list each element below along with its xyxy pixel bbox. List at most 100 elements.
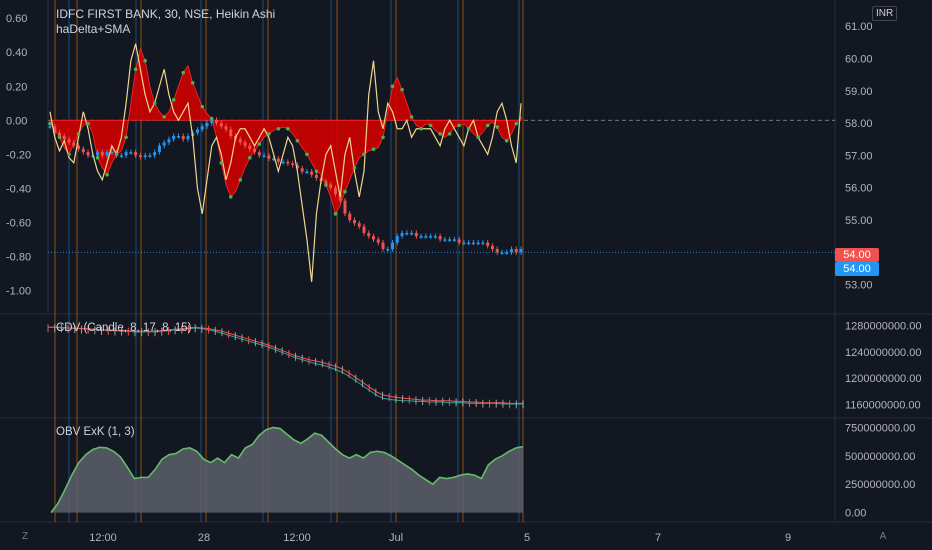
delta-marker [48,121,52,126]
delta-marker [95,155,100,160]
delta-marker [400,87,404,92]
delta-marker [504,138,509,143]
delta-marker [419,126,423,131]
price-axis-tick: 56.00 [845,183,873,195]
candle-body [514,249,518,253]
price-axis-tick: 60.00 [845,53,873,65]
candle-body [77,145,81,149]
session-separator [462,0,464,522]
candle-body [110,152,114,154]
candle-body [433,236,437,238]
delta-marker [67,152,71,157]
candle-body [348,213,352,220]
candle-body [291,163,295,166]
candle-body [462,242,466,245]
candle-body [324,181,328,185]
candle-body [215,119,219,124]
candle-body [257,152,261,156]
candle-body [186,136,190,140]
candle-body [505,252,509,254]
candle-body [267,155,271,159]
price-axis-tick: 58.00 [845,118,873,130]
candle-body [253,148,257,153]
delta-marker [438,132,442,136]
candle-body [457,239,461,243]
candle-body [476,242,480,245]
candle-body [495,249,499,253]
delta-axis-tick: -0.20 [6,149,31,161]
candle-body [490,245,494,250]
candle-body [295,165,299,169]
candle-body [119,155,123,157]
candle-body [200,126,204,130]
delta-marker [133,67,138,72]
obv-pane-label: OBV ExK (1, 3) [56,426,135,438]
auto-scale-button[interactable]: A [879,531,887,542]
cdv-axis-tick: 1280000000.00 [845,320,921,332]
delta-axis-tick: -0.40 [6,183,31,195]
candle-body [172,136,176,140]
candle-body [338,194,342,201]
time-axis-tick: 9 [785,532,791,544]
candle-body [419,236,423,238]
candle-body [53,126,57,133]
scale-toggle-left-button[interactable]: Z [21,531,29,542]
delta-marker [86,121,90,126]
delta-marker [324,183,328,187]
price-axis-tick: 61.00 [845,21,873,33]
candle-body [414,232,418,237]
currency-badge[interactable]: INR [872,6,898,21]
candle-body [48,126,52,128]
candle-body [281,161,285,164]
candle-body [181,136,185,140]
price-tag-red: 54.00 [835,248,879,262]
candle-body [391,242,395,250]
time-axis-tick: Jul [389,532,403,544]
candle-body [162,142,166,146]
delta-marker [409,115,414,119]
candle-body [129,152,133,154]
delta-axis-tick: 0.00 [6,115,27,127]
obv-axis-tick: 500000000.00 [845,451,915,463]
delta-marker [495,125,500,129]
candle-body [248,145,252,149]
cdv-axis-tick: 1160000000.00 [845,400,921,412]
delta-marker [447,132,452,136]
candle-body [276,158,280,162]
price-tag-blue: 54.00 [835,262,879,276]
session-separator [140,0,142,522]
candle-body [238,139,242,143]
candle-body [148,155,152,157]
cdv-axis-tick: 1240000000.00 [845,347,921,359]
obv-area [51,427,523,513]
candle-body [124,152,128,156]
candle-body [410,232,414,235]
candle-body [138,155,142,157]
candle-body [467,242,471,245]
delta-marker [248,155,252,160]
candle-body [100,152,104,156]
candle-body [272,158,276,161]
candle-body [381,242,385,250]
candle-body [195,129,199,133]
delta-marker [257,142,262,146]
delta-marker [457,123,461,128]
time-axis-tick: 5 [524,532,530,544]
delta-marker [485,123,490,128]
delta-marker [295,138,300,143]
candle-body [443,239,447,241]
candle-body [386,249,390,251]
session-separator [457,0,459,522]
delta-axis-tick: -0.80 [6,251,31,263]
delta-marker [343,189,347,194]
candle-body [134,152,138,156]
candle-body [143,155,147,157]
session-separator [76,0,78,522]
price-axis-tick: 57.00 [845,150,873,162]
delta-marker [371,147,376,151]
obv-axis-tick: 250000000.00 [845,479,915,491]
session-separator [54,0,56,522]
obv-axis-tick: 0.00 [845,508,866,520]
candle-body [352,220,356,224]
